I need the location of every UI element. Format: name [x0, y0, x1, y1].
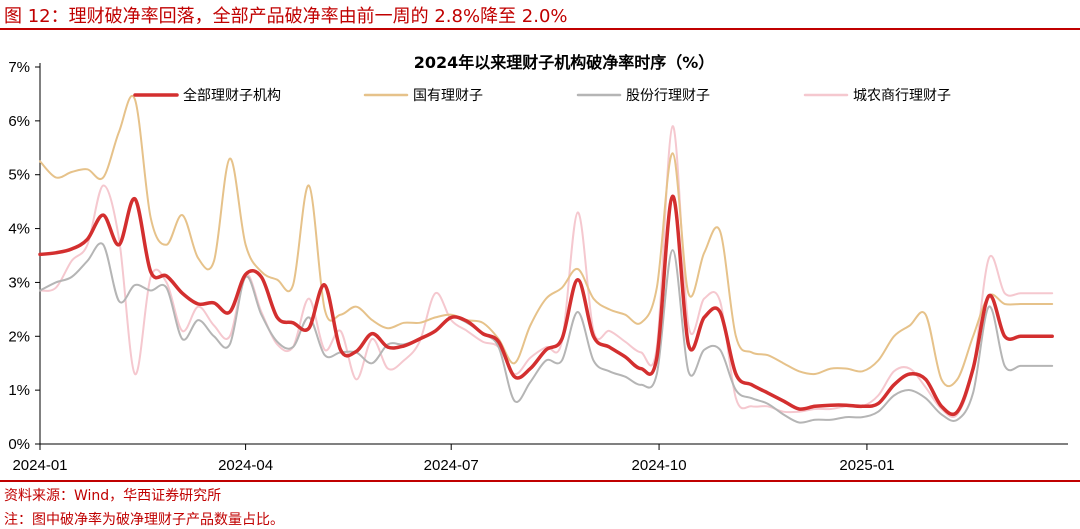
figure-title: 图 12：理财破净率回落，全部产品破净率由前一周的 2.8%降至 2.0% [4, 6, 568, 27]
y-axis: 0% 1% 2% 3% 4% 5% 6% 7% [8, 59, 41, 453]
chart-title: 2024年以来理财子机构破净率时序（%） [414, 53, 715, 72]
footer-divider [0, 480, 1080, 482]
series-line-1 [39, 95, 1054, 388]
legend-label: 股份行理财子 [626, 88, 710, 104]
y-tick-label: 1% [8, 382, 30, 399]
x-tick-label: 2024-01 [12, 457, 67, 474]
legend-label: 全部理财子机构 [183, 87, 281, 104]
x-tick-label: 2024-10 [632, 457, 687, 474]
series-lines [38, 95, 1054, 424]
footnote: 注：图中破净率为破净理财子产品数量占比。 [4, 512, 284, 528]
y-tick-label: 4% [8, 221, 30, 238]
x-tick-label: 2024-04 [218, 457, 273, 474]
legend: 全部理财子机构 国有理财子 股份行理财子 城农商行理财子 [133, 87, 951, 104]
legend-label: 城农商行理财子 [853, 88, 951, 104]
x-axis: 2024-01 2024-04 2024-07 2024-10 2025-01 [12, 443, 1068, 474]
x-tick-label: 2024-07 [424, 457, 479, 474]
y-tick-label: 2% [8, 328, 30, 345]
y-tick-label: 0% [8, 436, 30, 453]
series-line-0 [38, 194, 1054, 417]
title-divider [0, 28, 1080, 30]
x-tick-label: 2025-01 [839, 457, 894, 474]
source-note: 资料来源：Wind，华西证券研究所 [4, 488, 222, 504]
series-line-3 [39, 125, 1054, 419]
y-tick-label: 3% [8, 274, 30, 291]
y-tick-label: 5% [8, 167, 30, 184]
y-tick-label: 6% [8, 113, 30, 130]
legend-label: 国有理财子 [413, 88, 483, 104]
series-line-2 [39, 242, 1054, 424]
y-tick-label: 7% [8, 59, 30, 76]
